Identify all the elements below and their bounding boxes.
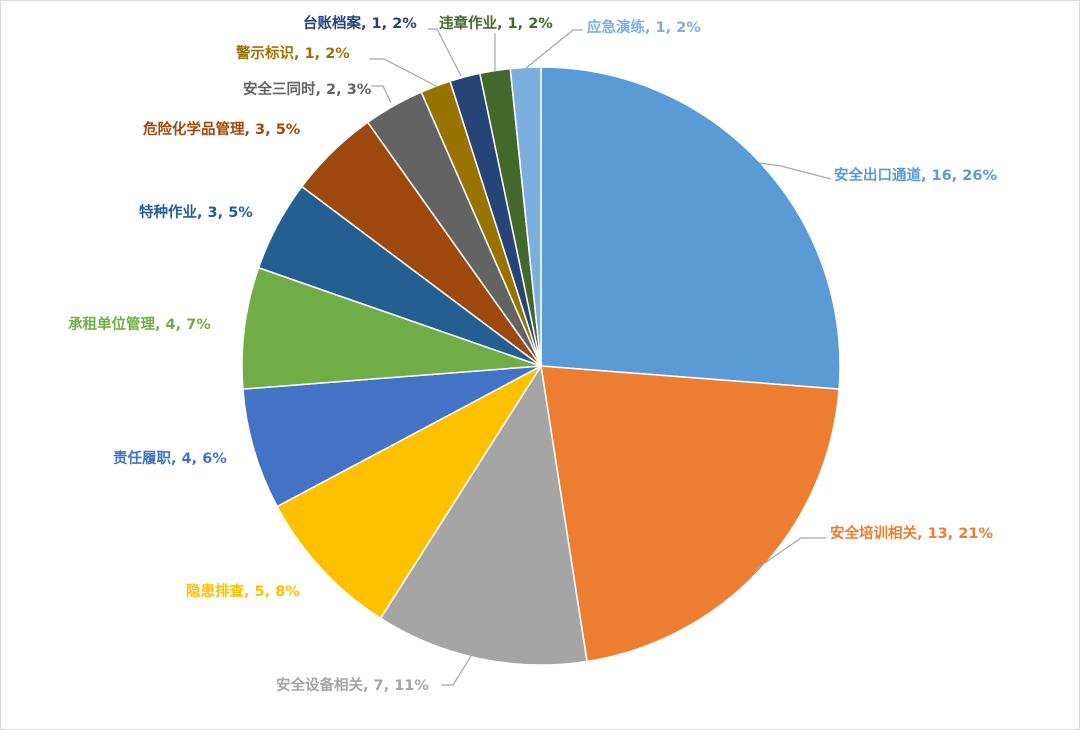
leader-line-3 xyxy=(441,655,472,686)
data-label-10: 警示标识, 1, 2% xyxy=(235,44,350,62)
data-label-11: 台账档案, 1, 2% xyxy=(303,14,417,32)
data-label-12: 违章作业, 1, 2% xyxy=(439,14,553,32)
leader-line-11 xyxy=(428,28,462,77)
data-label-5: 责任履职, 4, 6% xyxy=(113,449,227,467)
pie-slice-5 xyxy=(242,365,542,508)
pie-slice-13 xyxy=(509,66,542,367)
leader-line-2 xyxy=(755,537,826,570)
pie-slice-6 xyxy=(241,266,542,390)
data-label-6: 承租单位管理, 4, 7% xyxy=(68,315,211,333)
data-label-1: 安全出口通道, 16, 26% xyxy=(834,166,997,184)
leader-line-1 xyxy=(758,162,832,180)
leader-line-10 xyxy=(369,58,439,88)
data-label-3: 安全设备相关, 7, 11% xyxy=(276,676,429,694)
pie-slice-2 xyxy=(540,365,840,663)
data-label-4: 隐患排查, 5, 8% xyxy=(186,582,300,600)
pie-slice-1 xyxy=(540,66,841,390)
leader-line-13 xyxy=(525,29,583,69)
data-label-13: 应急演练, 1, 2% xyxy=(587,18,701,36)
data-label-2: 安全培训相关, 13, 21% xyxy=(830,524,993,542)
pie-slice-3 xyxy=(379,363,588,666)
pie-slice-4 xyxy=(276,363,544,620)
data-label-9: 安全三同时, 2, 3% xyxy=(243,80,372,98)
data-label-7: 特种作业, 3, 5% xyxy=(139,203,253,221)
leader-line-9 xyxy=(371,85,392,104)
data-label-8: 危险化学品管理, 3, 5% xyxy=(143,120,301,138)
